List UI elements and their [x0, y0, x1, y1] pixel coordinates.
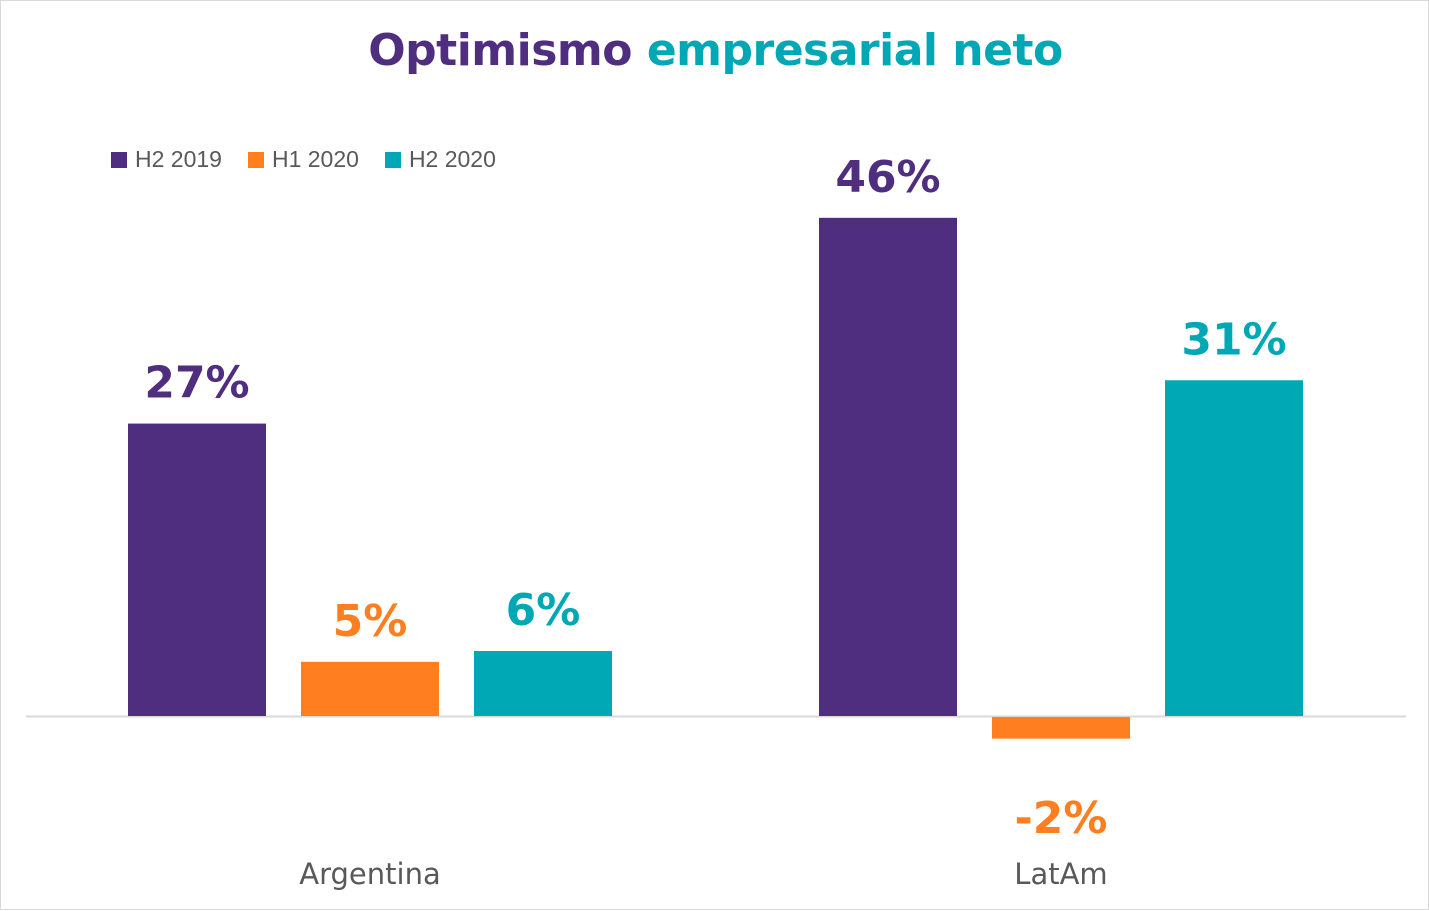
- title-part-1: Optimismo: [368, 25, 632, 76]
- bar-argentina-h2-2019: [128, 423, 266, 716]
- legend-item-h2-2020: H2 2020: [384, 146, 496, 173]
- category-label: Argentina: [299, 857, 440, 891]
- legend-label: H2 2020: [408, 146, 496, 172]
- bar-latam-h2-2020: [1165, 380, 1303, 716]
- legend-label: H1 2020: [271, 146, 359, 172]
- legend-swatch: [111, 151, 127, 168]
- data-label: 31%: [1181, 314, 1286, 365]
- title-part-2: empresarial neto: [646, 25, 1063, 76]
- data-label: 46%: [835, 152, 940, 203]
- legend-swatch: [247, 151, 264, 168]
- legend-item-h2-2019: H2 2019: [111, 146, 222, 173]
- data-label: 6%: [506, 585, 581, 636]
- data-label: 27%: [144, 358, 249, 409]
- data-label: -2%: [1015, 793, 1108, 844]
- chart-title: Optimismo empresarial neto: [1, 25, 1429, 76]
- legend: H2 2019 H1 2020 H2 2020: [111, 146, 496, 173]
- legend-swatch: [384, 151, 401, 168]
- bar-argentina-h1-2020: [301, 661, 439, 716]
- category-label: LatAm: [1014, 857, 1107, 891]
- bar-latam-h2-2019: [819, 217, 957, 716]
- legend-item-h1-2020: H1 2020: [247, 146, 359, 173]
- legend-label: H2 2019: [135, 146, 222, 172]
- bar-argentina-h2-2020: [474, 651, 612, 716]
- bar-latam-h1-2020: [992, 717, 1130, 739]
- data-label: 5%: [333, 596, 408, 647]
